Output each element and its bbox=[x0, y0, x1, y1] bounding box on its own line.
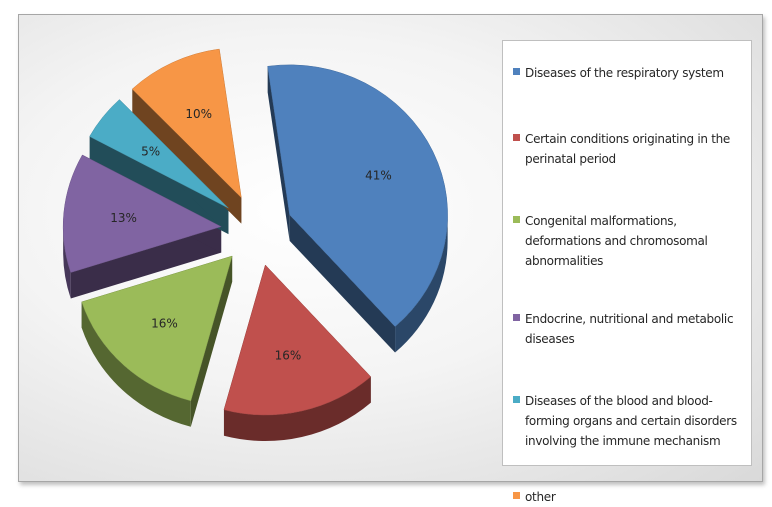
pie-slice-side-3-0 bbox=[63, 226, 71, 299]
legend-label-line: Certain conditions originating in the bbox=[525, 132, 731, 146]
legend-label-line: involving the immune mechanism bbox=[525, 434, 721, 448]
pie-slice-2 bbox=[81, 255, 233, 402]
pie-slice-face-2-0 bbox=[190, 256, 233, 427]
legend-label: Diseases of the blood and blood-forming … bbox=[525, 391, 737, 451]
pie-slice-label-4: 5% bbox=[141, 145, 160, 159]
legend-label: Congenital malformations, deformations an… bbox=[525, 211, 708, 271]
legend-item: Diseases of the blood and blood-forming … bbox=[513, 391, 743, 451]
pie-slice-label-1: 16% bbox=[275, 349, 302, 363]
legend-label-line: forming organs and certain disorders bbox=[525, 414, 737, 428]
pie-slice-0 bbox=[267, 64, 448, 327]
pie-slice-1 bbox=[223, 264, 372, 416]
pie-tops bbox=[62, 48, 448, 416]
legend-label-line: Congenital malformations, bbox=[525, 214, 677, 228]
pie-slice-face-3-0 bbox=[70, 226, 222, 299]
legend-swatch bbox=[513, 314, 520, 321]
legend-label-line: Diseases of the blood and blood- bbox=[525, 394, 713, 408]
pie-slice-label-2: 16% bbox=[151, 316, 178, 330]
legend-item: other bbox=[513, 487, 743, 507]
pie-slice-face-0-0 bbox=[267, 66, 290, 241]
pie-slice-5 bbox=[131, 48, 242, 199]
legend-item: Diseases of the respiratory system bbox=[513, 63, 743, 83]
pie-slice-face-5-0 bbox=[132, 89, 242, 224]
legend-item: Certain conditions originating in the per… bbox=[513, 129, 743, 169]
pie-labels: 41% 16% 16% 13% 5% 10% bbox=[110, 107, 392, 363]
legend-label-line: Diseases of the respiratory system bbox=[525, 66, 724, 80]
pie-chart: 41% 16% 16% 13% 5% 10% bbox=[62, 48, 448, 442]
legend-label-line: other bbox=[525, 490, 556, 504]
legend-label-line: diseases bbox=[525, 332, 575, 346]
legend-item: Congenital malformations, deformations an… bbox=[513, 211, 743, 271]
pie-slice-side-1-0 bbox=[223, 376, 371, 442]
legend-label: Certain conditions originating in the per… bbox=[525, 129, 730, 169]
legend-label: Endocrine, nutritional and metabolic dise… bbox=[525, 309, 734, 349]
legend-swatch bbox=[513, 396, 520, 403]
legend-label-line: perinatal period bbox=[525, 152, 616, 166]
pie-slice-label-3: 13% bbox=[110, 211, 137, 225]
pie-slice-face-0-1 bbox=[289, 214, 396, 353]
pie-slice-4 bbox=[89, 99, 229, 209]
pie-slice-label-0: 41% bbox=[365, 169, 392, 183]
legend-label: other bbox=[525, 487, 556, 507]
legend-swatch bbox=[513, 492, 520, 499]
pie-slice-3 bbox=[62, 154, 222, 273]
legend-label-line: abnormalities bbox=[525, 254, 604, 268]
pie-slice-label-5: 10% bbox=[185, 107, 212, 121]
legend-swatch bbox=[513, 216, 520, 223]
legend-label-line: Endocrine, nutritional and metabolic bbox=[525, 312, 734, 326]
pie-slice-face-4-0 bbox=[89, 136, 229, 235]
legend-label-line: deformations and chromosomal bbox=[525, 234, 708, 248]
legend: Diseases of the respiratory system Certai… bbox=[502, 40, 752, 504]
pie-slice-side-0-0 bbox=[395, 214, 448, 353]
legend-item: Endocrine, nutritional and metabolic dise… bbox=[513, 309, 743, 349]
chart-area: 41% 16% 16% 13% 5% 10% Diseases of the respir… bbox=[18, 14, 763, 504]
legend-label: Diseases of the respiratory system bbox=[525, 63, 724, 83]
pie-slice-side-2-0 bbox=[81, 301, 191, 427]
legend-swatch bbox=[513, 68, 520, 75]
legend-swatch bbox=[513, 134, 520, 141]
